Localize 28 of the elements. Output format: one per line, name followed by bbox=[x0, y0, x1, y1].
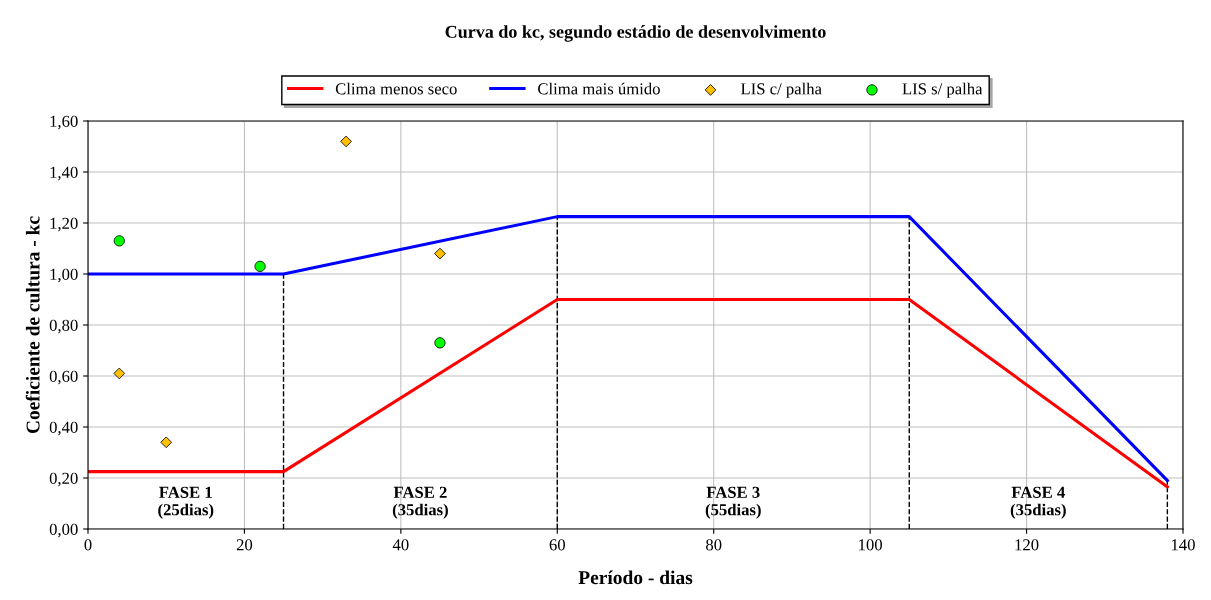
x-tick-label: 120 bbox=[1015, 539, 1039, 551]
x-tick-label: 140 bbox=[1171, 539, 1195, 551]
y-tick-label: 0,00 bbox=[49, 523, 78, 538]
y-tick-label: 0,40 bbox=[49, 421, 78, 436]
x-tick-label: 40 bbox=[392, 539, 409, 551]
legend-label: LIS s/ palha bbox=[902, 82, 983, 98]
y-tick-label: 0,60 bbox=[49, 370, 78, 385]
x-tick-label: 100 bbox=[859, 539, 883, 551]
y-tick-label: 0,20 bbox=[49, 472, 78, 487]
y-tick-label: 1,20 bbox=[50, 217, 78, 232]
y-tick-label: 0,80 bbox=[49, 319, 78, 334]
chart-title: Curva do kc, segundo estádio de desenvolvimento bbox=[445, 25, 826, 42]
legend-label: Clima mais úmido bbox=[538, 82, 660, 95]
x-tick-label: 80 bbox=[706, 539, 722, 551]
annotation: FASE 4 (35dias) bbox=[1010, 486, 1066, 519]
legend-label: LIS c/ palha bbox=[740, 82, 822, 98]
legend-label: Clima menos seco bbox=[335, 82, 457, 95]
annotation: FASE 1 (25dias) bbox=[158, 486, 214, 519]
x-tick-label: 60 bbox=[549, 539, 565, 551]
x-tick-label: 0 bbox=[84, 539, 92, 551]
x-axis-title: Período - dias bbox=[578, 570, 693, 585]
annotation: FASE 3 (55dias) bbox=[705, 486, 761, 519]
x-tick-label: 20 bbox=[236, 539, 253, 551]
annotation: FASE 2 (35dias) bbox=[392, 486, 448, 519]
y-tick-label: 1,00 bbox=[50, 268, 78, 283]
y-tick-label: 1,60 bbox=[50, 115, 78, 130]
y-axis-title: Coeficiente de cultura - kc bbox=[25, 216, 40, 434]
y-tick-label: 1,40 bbox=[50, 166, 78, 181]
